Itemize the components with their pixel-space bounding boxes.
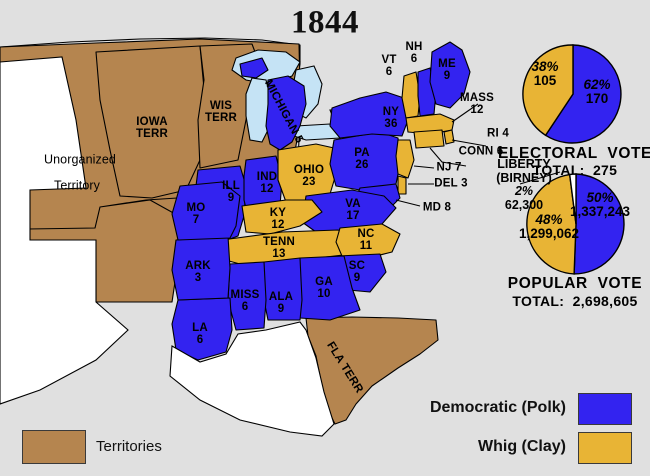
- state-label-alabama: ALA 9: [268, 291, 294, 315]
- state-delaware: [397, 175, 407, 195]
- state-label-ohio: OHIO 23: [293, 164, 325, 188]
- electoral-vote-title: ELECTORAL VOTE: [498, 145, 650, 162]
- state-label-mississippi: MISS 6: [230, 289, 260, 313]
- state-label-north-carolina: NC 11: [357, 228, 375, 252]
- state-label-georgia: GA 10: [315, 276, 333, 300]
- popular-vote-title: POPULAR VOTE: [507, 275, 643, 292]
- state-shapes: [171, 41, 471, 361]
- legend-swatch-whig: [578, 432, 632, 464]
- state-label-louisiana: LA 6: [192, 322, 208, 346]
- territory-label-wisconsin: WIS TERR: [204, 100, 238, 124]
- state-label-kentucky: KY 12: [269, 207, 287, 231]
- state-vermont: [401, 71, 421, 119]
- popular-whig-value: 48% 1,299,062: [518, 212, 580, 241]
- state-missouri: [171, 181, 241, 241]
- state-michigan: [239, 57, 307, 151]
- gulf-coast-outline: [169, 321, 335, 437]
- state-maine: [429, 41, 471, 109]
- state-label-virginia: VA 17: [345, 198, 361, 222]
- state-label-massachusetts: MASS 12: [459, 92, 495, 116]
- electoral-slice-democratic: [544, 44, 622, 144]
- leader-ri: [451, 139, 487, 147]
- state-label-vermont: VT 6: [381, 54, 397, 78]
- leader-nj: [413, 165, 435, 169]
- state-label-arkansas: ARK 3: [185, 260, 211, 284]
- state-label-illinois: ILL 9: [222, 180, 240, 204]
- state-rhode-island: [443, 129, 455, 145]
- state-louisiana: [171, 297, 233, 361]
- state-label-indiana: IND 12: [256, 171, 278, 195]
- territory-label-unorganized-line1: Unorganized: [44, 152, 116, 167]
- state-label-connecticut: CONN 6: [458, 145, 504, 158]
- state-label-rhode-island: RI 4: [487, 127, 509, 140]
- popular-pie-svg: [526, 173, 625, 275]
- state-label-south-carolina: SC 9: [348, 260, 366, 284]
- electoral-vote-pie: [522, 43, 624, 145]
- pacific-white-area: [0, 56, 129, 405]
- legend-label-democratic: Democratic (Polk): [429, 399, 566, 416]
- popular-democratic-value: 50% 1,337,243: [569, 190, 631, 219]
- coastline-areas: [169, 321, 335, 437]
- territory-shapes: [0, 37, 439, 425]
- leader-liberty: [519, 171, 561, 185]
- state-new-jersey: [395, 139, 415, 179]
- legend-label-territories: Territories: [96, 438, 162, 455]
- legend-swatch-democratic: [578, 393, 632, 425]
- leader-conn: [429, 147, 467, 167]
- popular-slice-democratic: [573, 173, 625, 275]
- popular-vote-pie: [524, 172, 628, 276]
- legend-swatch-territories: [22, 430, 86, 464]
- state-label-new-jersey: NJ 7: [436, 161, 462, 174]
- leader-md: [395, 199, 421, 207]
- liberty-party-callout: LIBERTY (BIRNEY) 2% 62,300: [496, 157, 552, 212]
- state-label-new-hampshire: NH 6: [405, 41, 423, 65]
- state-label-maine: ME 9: [438, 58, 456, 82]
- state-label-new-york: NY 36: [382, 106, 400, 130]
- state-label-pennsylvania: PA 26: [354, 147, 370, 171]
- leader-mass: [451, 103, 479, 123]
- territory-label-unorganized-line2: Territory: [53, 178, 101, 193]
- electoral-whig-value: 38% 105: [531, 59, 559, 88]
- state-new-york: [329, 91, 409, 139]
- state-label-maryland: MD 8: [422, 201, 452, 214]
- electoral-democratic-value: 62% 170: [583, 77, 611, 106]
- legend-label-whig: Whig (Clay): [478, 438, 566, 455]
- territory-label-iowa: IOWA TERR: [135, 116, 169, 140]
- popular-vote-total: TOTAL: 2,698,605: [512, 293, 638, 309]
- callout-leader-lines: [395, 103, 561, 207]
- state-label-tennessee: TENN 13: [262, 236, 296, 260]
- electoral-slice-whig: [522, 44, 574, 137]
- popular-slice-whig: [526, 173, 577, 275]
- state-connecticut: [413, 129, 445, 149]
- state-kentucky: [241, 199, 323, 235]
- iowa-territory-shape: [95, 45, 207, 199]
- electoral-pie-svg: [522, 44, 622, 144]
- popular-slice-liberty: [568, 173, 577, 225]
- page-title: 1844: [291, 4, 359, 41]
- state-label-missouri: MO 7: [186, 202, 206, 226]
- state-label-delaware: DEL 3: [434, 177, 468, 190]
